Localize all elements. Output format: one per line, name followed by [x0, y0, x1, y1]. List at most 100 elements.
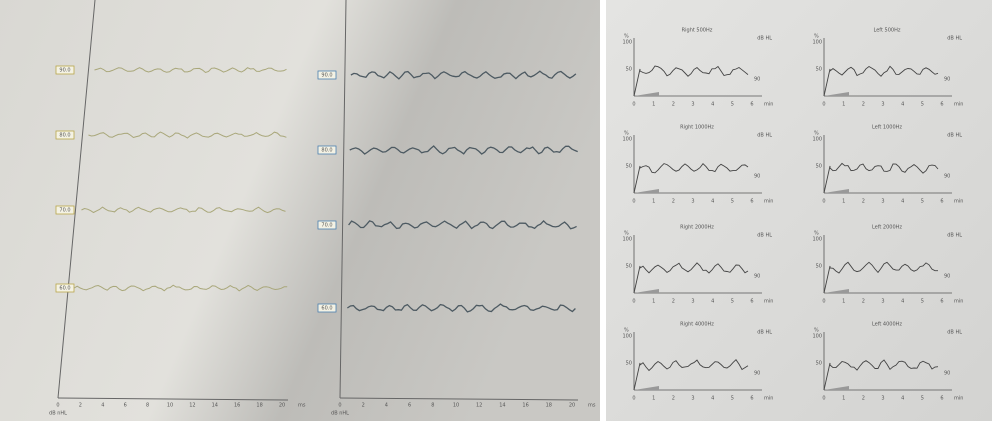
x-tick-label: 1: [652, 102, 655, 108]
level-label: 90: [944, 371, 950, 377]
level-box: [55, 205, 75, 215]
level-box: [55, 130, 75, 140]
decay-trace: [633, 262, 749, 294]
x-tick-label: 6: [940, 396, 943, 402]
x-tick-label: 4: [711, 199, 714, 205]
level-box: [55, 283, 75, 293]
y-unit: %: [624, 34, 629, 40]
x-tick-label: 0: [632, 396, 635, 402]
x-tick-label: 1: [652, 299, 655, 305]
level-label: 60.0: [321, 306, 332, 312]
x-tick-label: 0: [822, 199, 825, 205]
x-unit: min: [764, 299, 773, 305]
panel-unit: dB HL: [757, 133, 772, 139]
level-box: [317, 303, 337, 313]
y-tick-label: 100: [812, 237, 822, 243]
x-tick-label: 5: [731, 396, 734, 402]
x-tick-label: 1: [842, 102, 845, 108]
x-tick-label: 2: [672, 396, 675, 402]
x-tick-label: 5: [921, 102, 924, 108]
baseline-wedge: [824, 92, 849, 96]
waveform: [73, 284, 288, 292]
x-tick-label: 8: [146, 403, 149, 409]
x-tick-label: 20: [569, 403, 575, 409]
y-unit: %: [814, 131, 819, 137]
decay-trace: [823, 162, 939, 194]
x-tick-label: 0: [56, 403, 59, 409]
level-label: 90: [754, 371, 760, 377]
decay-trace: [823, 359, 939, 391]
waveform: [348, 219, 577, 230]
y-unit: dB nHL: [331, 411, 349, 417]
y-unit: %: [624, 231, 629, 237]
x-tick-label: 6: [940, 199, 943, 205]
y-tick-label: 50: [626, 361, 632, 367]
panel-title: Left 2000Hz: [872, 225, 902, 231]
panel-title: Right 4000Hz: [680, 322, 714, 328]
y-tick-label: 100: [622, 237, 632, 243]
x-tick-label: 18: [546, 403, 552, 409]
x-tick-label: 2: [862, 396, 865, 402]
panel-unit: dB HL: [947, 133, 962, 139]
panel-title: Right 1000Hz: [680, 125, 714, 131]
decay-trace: [633, 163, 749, 194]
y-tick-label: 50: [816, 164, 822, 170]
level-label: 90: [754, 77, 760, 83]
x-tick-label: 0: [822, 299, 825, 305]
panel-unit: dB HL: [757, 330, 772, 336]
x-tick-label: 12: [189, 403, 195, 409]
level-box: [317, 70, 337, 80]
y-unit: %: [814, 34, 819, 40]
x-tick-label: 6: [408, 403, 411, 409]
x-tick-label: 3: [691, 396, 694, 402]
x-tick-label: 1: [842, 199, 845, 205]
level-label: 90: [944, 77, 950, 83]
x-tick-label: 6: [750, 102, 753, 108]
x-unit: min: [954, 199, 963, 205]
waveform: [81, 206, 286, 214]
x-tick-label: 0: [338, 403, 341, 409]
level-box: [55, 65, 75, 75]
x-unit: ms: [298, 403, 306, 409]
x-tick-label: 6: [940, 102, 943, 108]
y-tick-label: 50: [816, 361, 822, 367]
x-unit: min: [764, 396, 773, 402]
y-tick-label: 100: [812, 137, 822, 143]
x-tick-label: 0: [822, 396, 825, 402]
waveform: [350, 70, 577, 80]
x-unit: min: [954, 102, 963, 108]
baseline-wedge: [634, 289, 659, 293]
level-label: 90: [944, 274, 950, 280]
x-tick-label: 2: [362, 403, 365, 409]
decay-trace: [633, 65, 749, 97]
y-axis: [339, 0, 347, 399]
decay-trace: [823, 261, 938, 294]
level-label: 80.0: [59, 133, 70, 139]
x-tick-label: 10: [167, 403, 173, 409]
x-tick-label: 12: [476, 403, 482, 409]
y-unit: %: [814, 328, 819, 334]
level-box: [317, 145, 337, 155]
x-tick-label: 14: [212, 403, 218, 409]
x-tick-label: 4: [101, 403, 104, 409]
x-tick-label: 20: [279, 403, 285, 409]
x-tick-label: 3: [691, 299, 694, 305]
x-tick-label: 8: [431, 403, 434, 409]
panel-title: Left 1000Hz: [872, 125, 902, 131]
x-tick-label: 4: [901, 396, 904, 402]
x-tick-label: 4: [901, 299, 904, 305]
x-tick-label: 5: [731, 199, 734, 205]
y-tick-label: 100: [622, 40, 632, 46]
x-tick-label: 4: [901, 102, 904, 108]
level-label: 80.0: [321, 148, 332, 154]
x-tick-label: 4: [901, 199, 904, 205]
level-label: 70.0: [59, 208, 70, 214]
x-tick-label: 3: [881, 396, 884, 402]
panel-unit: dB HL: [947, 233, 962, 239]
x-tick-label: 0: [632, 199, 635, 205]
y-unit: dB nHL: [49, 411, 67, 417]
x-tick-label: 2: [862, 299, 865, 305]
decay-trace: [823, 65, 939, 97]
waveform: [349, 145, 578, 155]
